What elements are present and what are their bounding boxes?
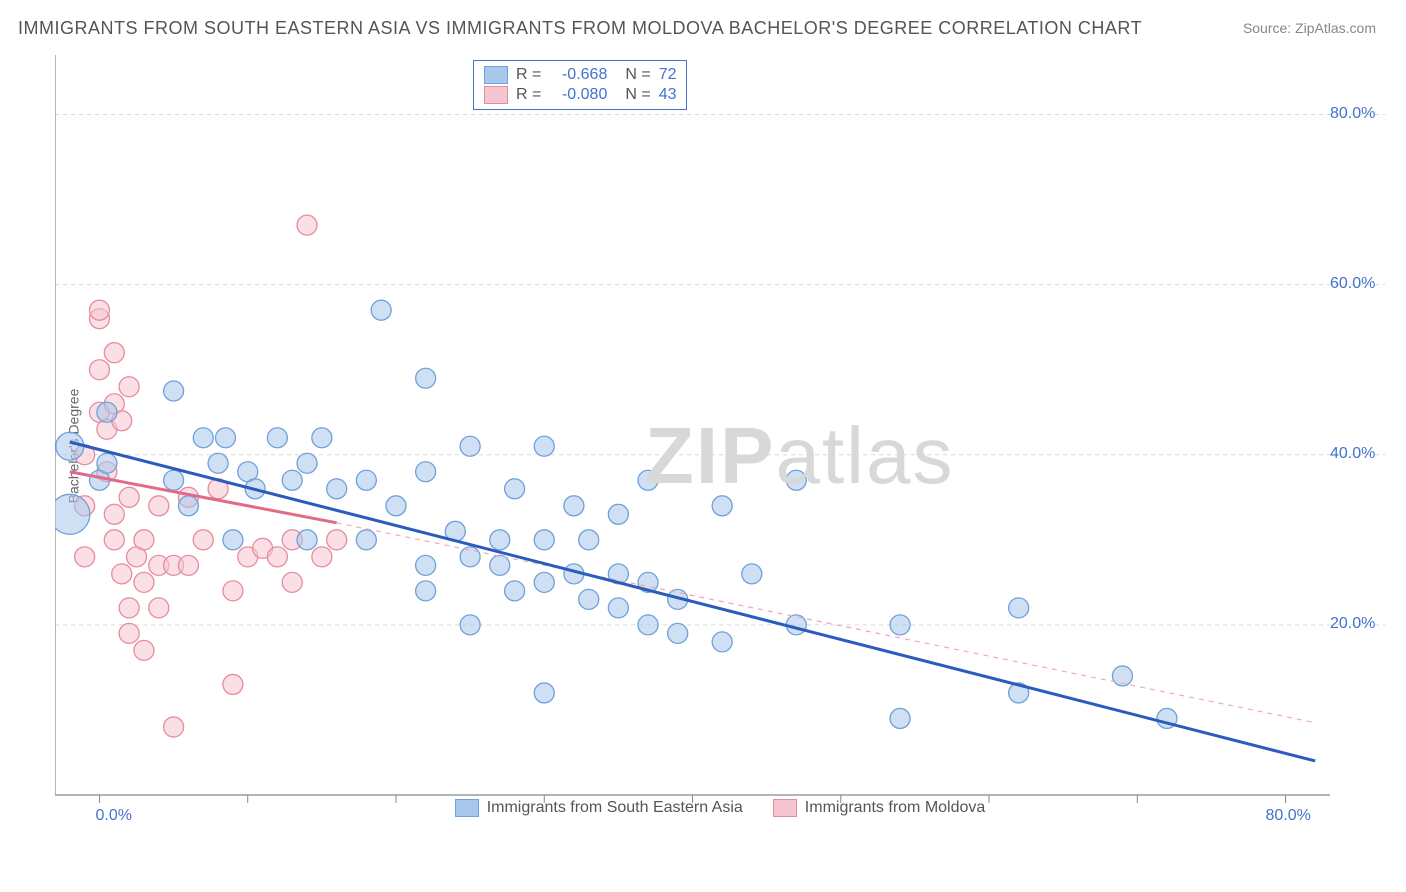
- chart-area: ZIPatlas R =-0.668N =72R =-0.080N =43 Im…: [55, 55, 1385, 825]
- x-tick-label: 0.0%: [95, 807, 131, 825]
- legend-swatch: [484, 86, 508, 104]
- legend-series-item: Immigrants from Moldova: [773, 799, 986, 817]
- y-tick-label: 40.0%: [1330, 445, 1377, 463]
- legend-correlation: R = -0.668 N = 72 R = -0.080 N = 43: [473, 60, 687, 110]
- n-label: N =: [625, 86, 650, 104]
- n-value: 43: [659, 86, 677, 104]
- r-value: -0.668: [549, 66, 607, 84]
- r-label: R =: [516, 66, 541, 84]
- legend-correlation-row: R = -0.668 N = 72: [484, 65, 676, 85]
- n-value: 72: [659, 66, 677, 84]
- y-tick-label: 80.0%: [1330, 105, 1377, 123]
- legend-correlation-row: R = -0.080 N = 43: [484, 85, 676, 105]
- legend-series: Immigrants from South Eastern Asia Immigr…: [55, 799, 1385, 817]
- legend-series-item: Immigrants from South Eastern Asia: [455, 799, 743, 817]
- r-label: R =: [516, 86, 541, 104]
- x-tick-label: 80.0%: [1266, 807, 1311, 825]
- source-label: Source: ZipAtlas.com: [1243, 20, 1376, 36]
- y-tick-label: 20.0%: [1330, 615, 1377, 633]
- legend-swatch: [484, 66, 508, 84]
- legend-series-label: Immigrants from Moldova: [805, 799, 986, 817]
- legend-swatch: [455, 799, 479, 817]
- legend-series-label: Immigrants from South Eastern Asia: [487, 799, 743, 817]
- n-label: N =: [625, 66, 650, 84]
- legend-swatch: [773, 799, 797, 817]
- r-value: -0.080: [549, 86, 607, 104]
- chart-title: IMMIGRANTS FROM SOUTH EASTERN ASIA VS IM…: [18, 18, 1142, 39]
- y-tick-label: 60.0%: [1330, 275, 1377, 293]
- scatter-chart: [55, 55, 1385, 825]
